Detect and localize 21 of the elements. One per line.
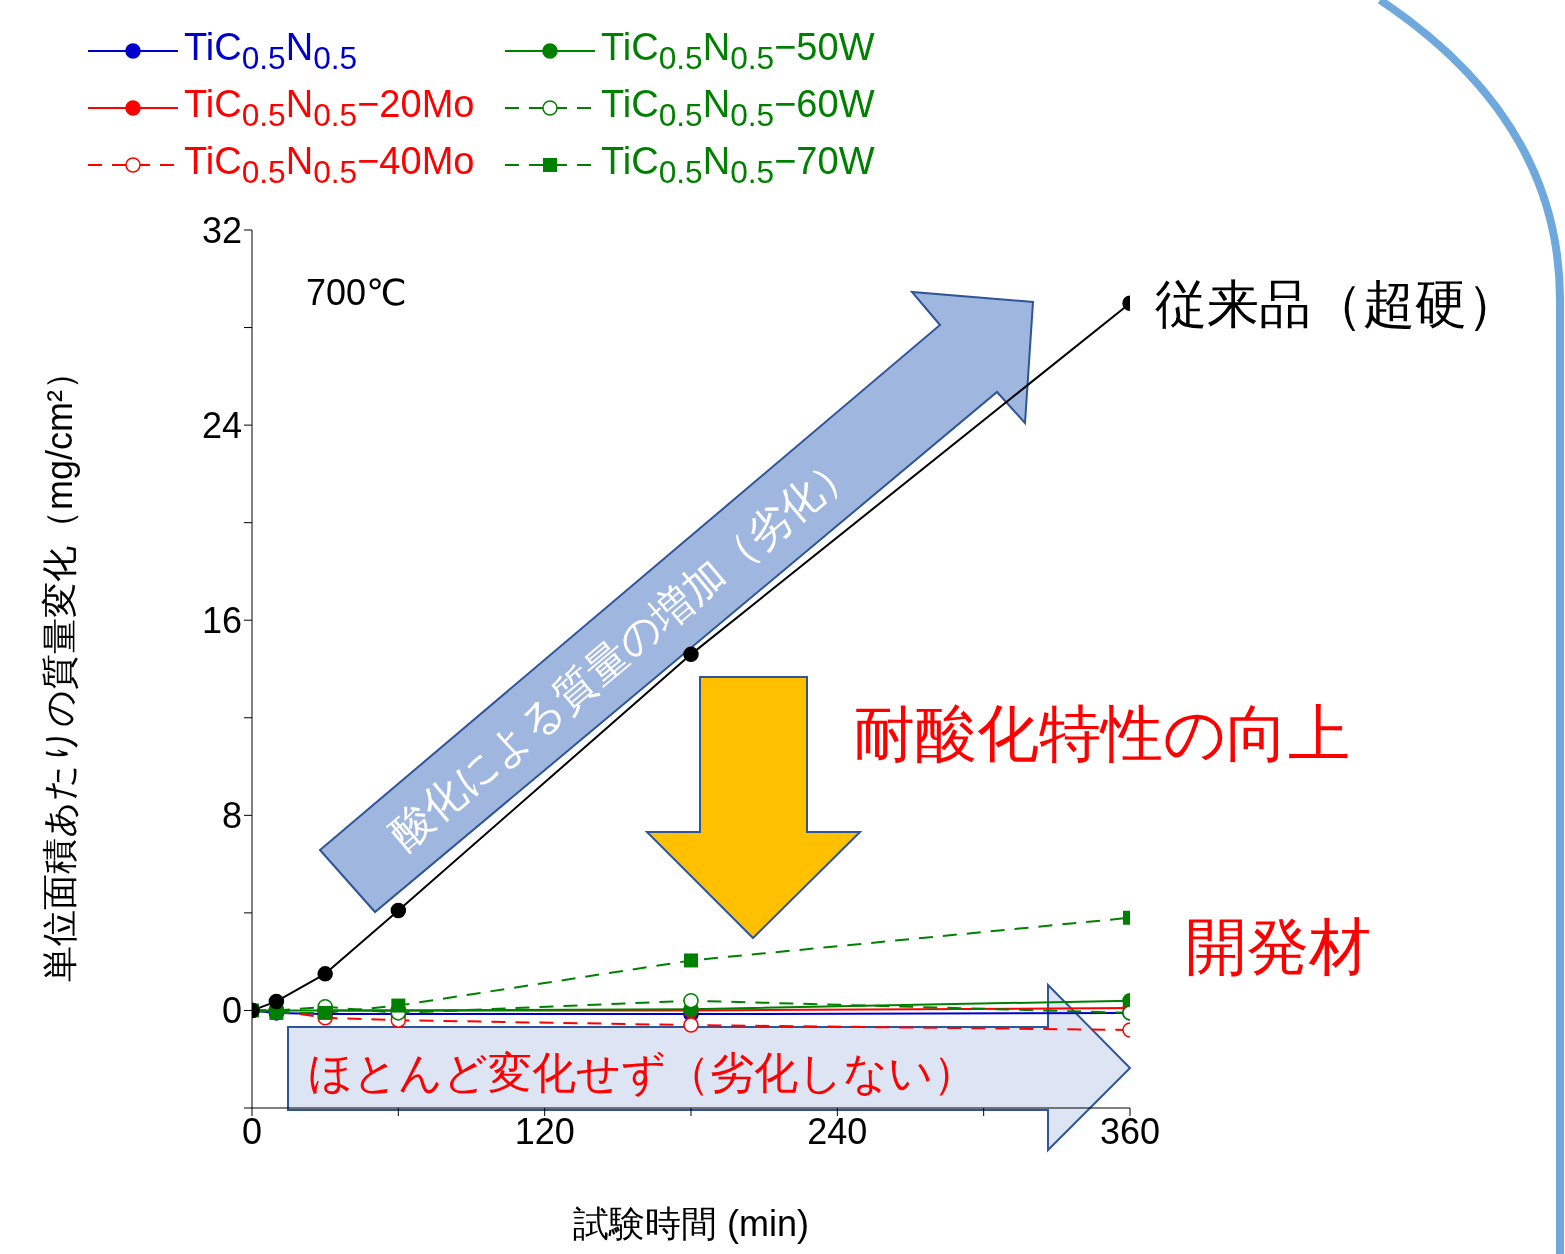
legend-label: TiC$_{0.5}$N$_{0.5}$−40Mo xyxy=(184,139,475,191)
legend-label: TiC$_{0.5}$N$_{0.5}$−70W xyxy=(601,139,875,191)
text: 開発材 xyxy=(1185,912,1371,981)
annotation: ほとんど変化せず（劣化しない） xyxy=(308,1048,977,1098)
y-tick-label: 24 xyxy=(201,404,242,446)
annotation: 耐酸化特性の向上 xyxy=(853,699,1350,768)
legend-label: TiC$_{0.5}$N$_{0.5}$−20Mo xyxy=(184,82,475,134)
y-tick-label: 16 xyxy=(201,600,242,641)
x-tick-label: 240 xyxy=(807,1110,868,1152)
y-axis-title: 単位面積あたりの質量変化（mg/cm²） xyxy=(39,354,80,982)
legend-label: TiC$_{0.5}$N$_{0.5}$ xyxy=(184,25,358,77)
x-axis-title: 試験時間 (min) xyxy=(573,1203,809,1244)
legend-label: TiC$_{0.5}$N$_{0.5}$−50W xyxy=(601,25,875,77)
text: 従来品（超硬） xyxy=(1155,275,1519,333)
x-tick-label: 360 xyxy=(1099,1110,1161,1152)
y-tick-label: 8 xyxy=(221,795,242,837)
x-tick-label: 120 xyxy=(514,1110,575,1152)
annotation: 700℃ xyxy=(306,272,407,313)
y-tick-label: 0 xyxy=(221,990,242,1032)
legend-label: TiC$_{0.5}$N$_{0.5}$−60W xyxy=(601,82,875,134)
y-tick-label: 32 xyxy=(201,209,242,251)
